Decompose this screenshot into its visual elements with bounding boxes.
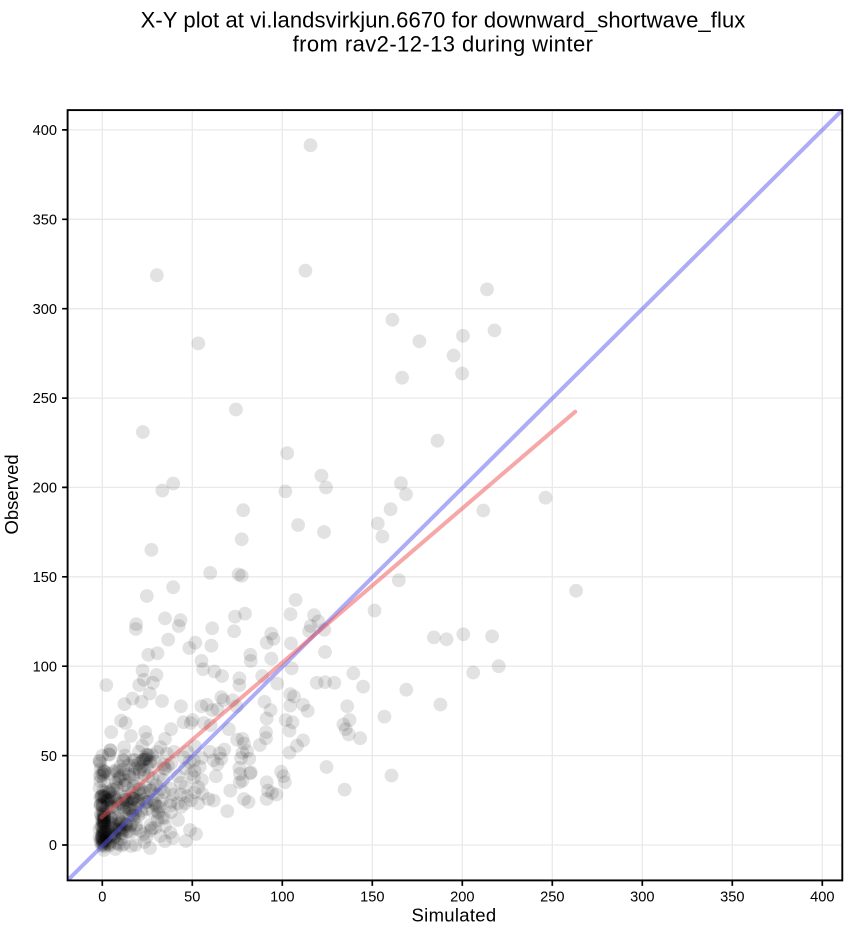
svg-text:Simulated: Simulated: [412, 905, 497, 926]
svg-text:200: 200: [450, 889, 474, 905]
svg-text:350: 350: [33, 213, 57, 229]
svg-text:400: 400: [33, 123, 57, 139]
svg-text:300: 300: [33, 302, 57, 318]
svg-text:Observed: Observed: [1, 454, 22, 534]
svg-text:250: 250: [33, 391, 57, 407]
svg-text:350: 350: [720, 889, 744, 905]
svg-text:100: 100: [33, 659, 57, 675]
svg-text:100: 100: [270, 889, 294, 905]
svg-text:from rav2-12-13 during winter: from rav2-12-13 during winter: [293, 32, 594, 57]
svg-text:400: 400: [810, 889, 834, 905]
svg-text:200: 200: [33, 481, 57, 497]
svg-text:250: 250: [540, 889, 564, 905]
svg-text:0: 0: [49, 838, 57, 854]
svg-text:150: 150: [360, 889, 384, 905]
svg-text:0: 0: [98, 889, 106, 905]
svg-text:50: 50: [41, 749, 57, 765]
svg-text:50: 50: [184, 889, 200, 905]
svg-text:150: 150: [33, 570, 57, 586]
svg-text:X-Y plot at vi.landsvirkjun.66: X-Y plot at vi.landsvirkjun.6670 for dow…: [141, 8, 746, 33]
svg-text:300: 300: [630, 889, 654, 905]
